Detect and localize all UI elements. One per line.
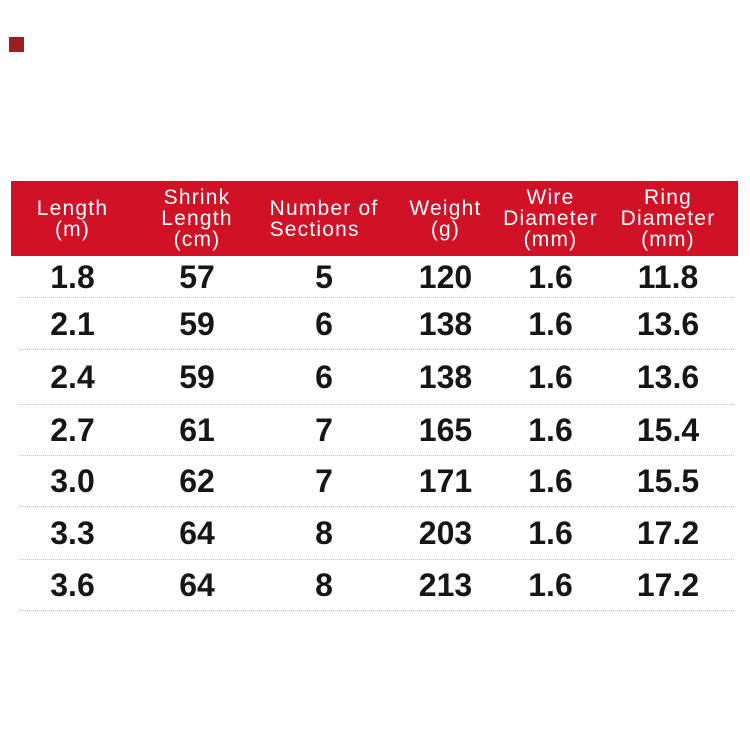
header-label-weight: Weight (g)	[409, 196, 482, 241]
table-row: 3.3 64 8 203 1.6 17.2	[11, 507, 738, 560]
header-cell-ring-diameter: Ring Diameter (mm)	[598, 181, 738, 256]
header-cell-length: Length (m)	[11, 181, 134, 256]
table-cell: 1.6	[528, 359, 573, 395]
table-cell: 15.4	[636, 412, 700, 448]
table-body: 1.8 57 5 120 1.6 11.8 2.1 59 6 138 1.6 13.6 2.4 59 6 13…	[11, 256, 738, 611]
table-cell: 1.8	[50, 258, 95, 295]
table-cell: 138	[418, 305, 473, 342]
table-cell: 2.4	[50, 359, 95, 395]
table-cell: 5	[315, 258, 333, 295]
header-cell-number-of-sections: Number of Sections	[260, 181, 388, 256]
table-cell: 203	[418, 515, 473, 551]
table-cell: 165	[418, 412, 473, 448]
corner-square-decor	[9, 37, 24, 52]
table-cell: 1.6	[528, 412, 573, 448]
table-cell: 1.6	[528, 515, 573, 551]
table-row: 3.0 62 7 171 1.6 15.5	[11, 456, 738, 507]
table-cell: 1.6	[528, 258, 573, 295]
table-cell: 8	[315, 515, 333, 551]
table-cell: 64	[179, 515, 215, 551]
table-cell: 62	[179, 463, 215, 499]
table-cell: 64	[179, 567, 215, 603]
table-cell: 2.7	[50, 412, 95, 448]
table-header: Length (m) Shrink Length (cm) Number of …	[11, 181, 738, 256]
table-row: 2.4 59 6 138 1.6 13.6	[11, 350, 738, 405]
header-cell-weight: Weight (g)	[388, 181, 503, 256]
table-cell: 13.6	[636, 359, 700, 395]
table-cell: 1.6	[528, 463, 573, 499]
table-cell: 3.3	[50, 515, 95, 551]
table-cell: 57	[179, 258, 215, 295]
table-cell: 59	[179, 359, 215, 395]
table-row: 2.7 61 7 165 1.6 15.4	[11, 405, 738, 456]
table-row: 3.6 64 8 213 1.6 17.2	[11, 560, 738, 611]
header-cell-shrink-length: Shrink Length (cm)	[134, 181, 260, 256]
table-cell: 213	[418, 567, 473, 603]
table-row: 1.8 57 5 120 1.6 11.8	[11, 256, 738, 298]
table-cell: 138	[418, 359, 473, 395]
table-cell: 11.8	[637, 258, 699, 295]
table-cell: 2.1	[50, 305, 95, 342]
table-cell: 3.0	[50, 463, 95, 499]
header-label-wire-diameter: Wire Diameter (mm)	[503, 186, 598, 251]
table-cell: 15.5	[636, 463, 700, 499]
header-label-number-of-sections: Number of Sections	[269, 196, 379, 241]
header-label-ring-diameter: Ring Diameter (mm)	[620, 186, 716, 251]
header-label-length: Length (m)	[36, 196, 109, 241]
table-cell: 61	[179, 412, 215, 448]
table-cell: 120	[418, 258, 473, 295]
table-cell: 7	[315, 463, 333, 499]
table-cell: 6	[315, 359, 333, 395]
table-cell: 13.6	[636, 305, 700, 342]
table-cell: 17.2	[636, 515, 700, 551]
header-label-shrink-length: Shrink Length (cm)	[161, 186, 233, 251]
table-cell: 3.6	[50, 567, 95, 603]
header-cell-wire-diameter: Wire Diameter (mm)	[503, 181, 598, 256]
table-cell: 6	[315, 305, 333, 342]
spec-table: Length (m) Shrink Length (cm) Number of …	[11, 181, 738, 611]
table-cell: 17.2	[636, 567, 700, 603]
table-cell: 7	[315, 412, 333, 448]
table-cell: 59	[179, 305, 215, 342]
table-cell: 8	[315, 567, 333, 603]
table-row: 2.1 59 6 138 1.6 13.6	[11, 298, 738, 350]
table-cell: 171	[418, 463, 473, 499]
table-cell: 1.6	[528, 567, 573, 603]
table-cell: 1.6	[528, 305, 573, 342]
